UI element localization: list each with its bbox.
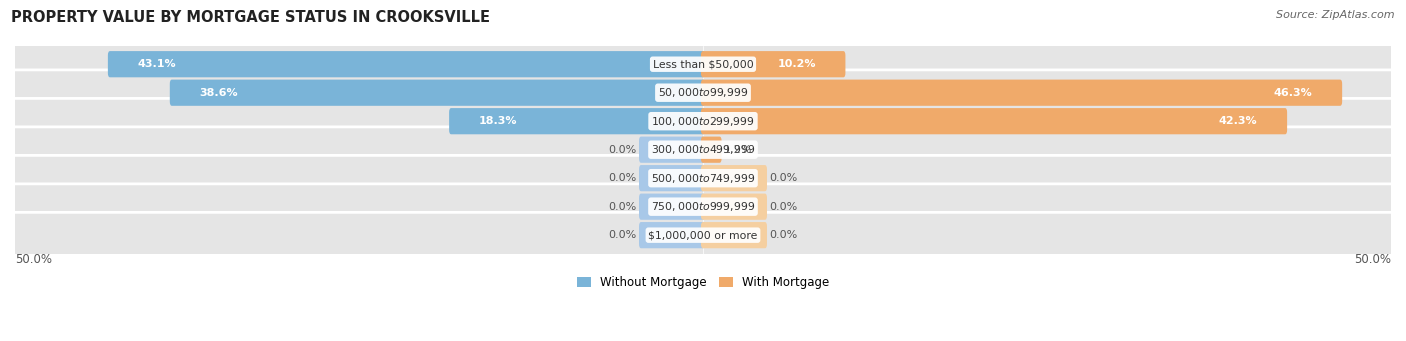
FancyBboxPatch shape xyxy=(4,70,1402,116)
FancyBboxPatch shape xyxy=(638,165,704,191)
FancyBboxPatch shape xyxy=(702,165,768,191)
FancyBboxPatch shape xyxy=(702,137,721,163)
FancyBboxPatch shape xyxy=(4,184,1402,229)
Text: 50.0%: 50.0% xyxy=(15,253,52,266)
Text: 0.0%: 0.0% xyxy=(609,145,637,155)
Text: 0.0%: 0.0% xyxy=(609,230,637,240)
FancyBboxPatch shape xyxy=(702,79,1343,106)
FancyBboxPatch shape xyxy=(4,212,1402,258)
FancyBboxPatch shape xyxy=(702,222,768,248)
Text: 42.3%: 42.3% xyxy=(1219,116,1257,126)
Text: 0.0%: 0.0% xyxy=(769,173,797,183)
Text: $100,000 to $299,999: $100,000 to $299,999 xyxy=(651,115,755,128)
Text: 50.0%: 50.0% xyxy=(1354,253,1391,266)
Text: 18.3%: 18.3% xyxy=(478,116,517,126)
Text: 10.2%: 10.2% xyxy=(778,59,815,69)
FancyBboxPatch shape xyxy=(702,51,845,77)
Text: Source: ZipAtlas.com: Source: ZipAtlas.com xyxy=(1277,10,1395,20)
Text: $300,000 to $499,999: $300,000 to $499,999 xyxy=(651,143,755,156)
FancyBboxPatch shape xyxy=(702,194,768,220)
FancyBboxPatch shape xyxy=(4,127,1402,173)
Text: $500,000 to $749,999: $500,000 to $749,999 xyxy=(651,172,755,185)
FancyBboxPatch shape xyxy=(702,108,1286,134)
FancyBboxPatch shape xyxy=(4,41,1402,87)
Text: $50,000 to $99,999: $50,000 to $99,999 xyxy=(658,86,748,99)
FancyBboxPatch shape xyxy=(638,137,704,163)
FancyBboxPatch shape xyxy=(170,79,704,106)
Text: 0.0%: 0.0% xyxy=(609,173,637,183)
FancyBboxPatch shape xyxy=(4,99,1402,144)
FancyBboxPatch shape xyxy=(638,194,704,220)
Text: 38.6%: 38.6% xyxy=(200,88,238,98)
Text: $1,000,000 or more: $1,000,000 or more xyxy=(648,230,758,240)
Text: 43.1%: 43.1% xyxy=(138,59,176,69)
Text: 1.2%: 1.2% xyxy=(724,145,752,155)
Legend: Without Mortgage, With Mortgage: Without Mortgage, With Mortgage xyxy=(572,271,834,294)
FancyBboxPatch shape xyxy=(449,108,704,134)
FancyBboxPatch shape xyxy=(108,51,704,77)
Text: 0.0%: 0.0% xyxy=(609,202,637,212)
FancyBboxPatch shape xyxy=(4,155,1402,201)
Text: 0.0%: 0.0% xyxy=(769,230,797,240)
Text: Less than $50,000: Less than $50,000 xyxy=(652,59,754,69)
Text: 46.3%: 46.3% xyxy=(1274,88,1313,98)
FancyBboxPatch shape xyxy=(638,222,704,248)
Text: PROPERTY VALUE BY MORTGAGE STATUS IN CROOKSVILLE: PROPERTY VALUE BY MORTGAGE STATUS IN CRO… xyxy=(11,10,491,25)
Text: $750,000 to $999,999: $750,000 to $999,999 xyxy=(651,200,755,213)
Text: 0.0%: 0.0% xyxy=(769,202,797,212)
